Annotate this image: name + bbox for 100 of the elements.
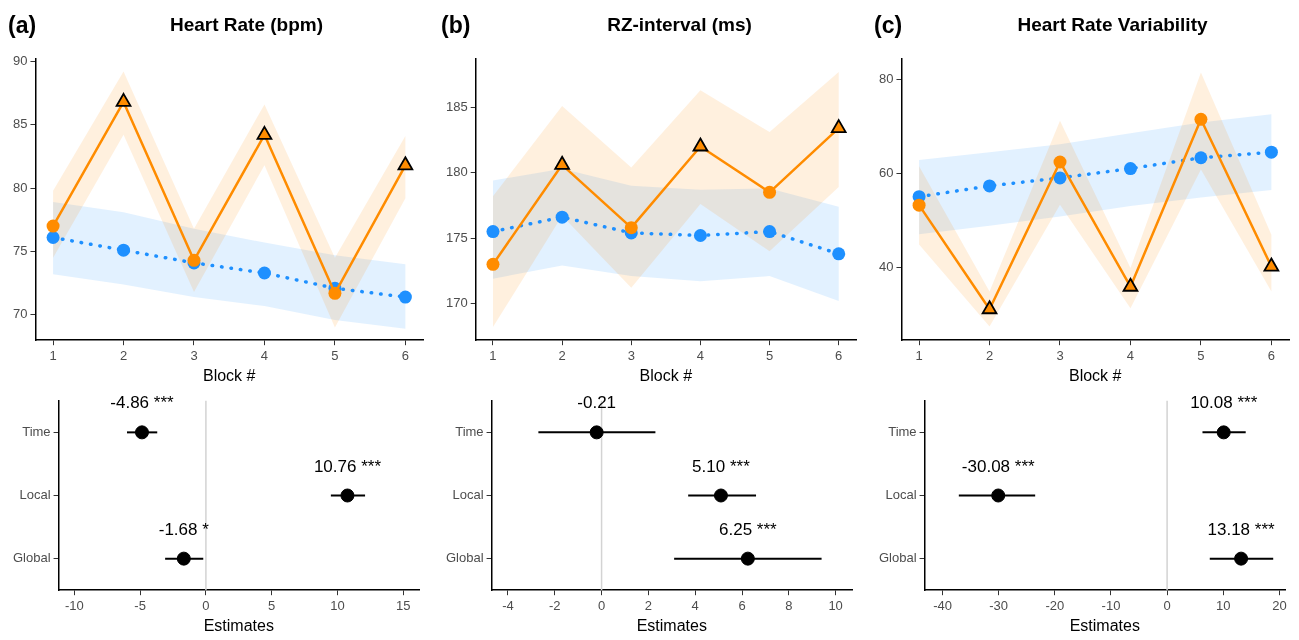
point bbox=[830, 119, 847, 134]
y-tick-label: Global bbox=[879, 550, 917, 566]
data-label: -0.21 bbox=[577, 393, 617, 413]
x-tick-label: 5 bbox=[268, 597, 276, 613]
x-tick-label: 0 bbox=[202, 597, 210, 613]
point bbox=[624, 221, 638, 235]
point bbox=[692, 137, 709, 152]
x-axis-title: Block # bbox=[1069, 366, 1122, 384]
x-axis-title: Block # bbox=[639, 366, 693, 384]
point bbox=[693, 228, 707, 242]
x-tick-label: -10 bbox=[1101, 597, 1121, 613]
point bbox=[1122, 277, 1139, 292]
x-tick-label: 20 bbox=[1272, 597, 1287, 613]
x-tick-label: 6 bbox=[1267, 347, 1275, 363]
x-tick-label: -20 bbox=[1045, 597, 1065, 613]
point bbox=[486, 225, 500, 239]
x-tick-label: 15 bbox=[395, 597, 411, 613]
y-tick-label: 40 bbox=[878, 259, 894, 275]
point bbox=[46, 231, 60, 245]
point bbox=[555, 210, 569, 224]
x-tick-label: 2 bbox=[558, 347, 566, 363]
x-tick-label: 8 bbox=[785, 597, 793, 613]
text: (b) bbox=[441, 12, 471, 39]
point bbox=[1194, 112, 1208, 126]
x-tick-label: -2 bbox=[548, 597, 561, 613]
point bbox=[328, 286, 342, 300]
x-tick-label: 3 bbox=[627, 347, 635, 363]
x-tick-label: 6 bbox=[835, 347, 843, 363]
data-label: 10.76 *** bbox=[313, 456, 382, 476]
x-tick-label: 10 bbox=[828, 597, 843, 613]
point bbox=[1264, 145, 1278, 159]
point bbox=[1053, 155, 1067, 169]
x-tick-label: 2 bbox=[644, 597, 652, 613]
y-tick-label: 180 bbox=[445, 164, 468, 180]
y-tick-label: 90 bbox=[12, 52, 28, 68]
data-label: 6.25 *** bbox=[719, 519, 778, 539]
point bbox=[398, 290, 412, 304]
x-tick-label: 6 bbox=[401, 347, 409, 363]
chart-title: RZ-interval (ms) bbox=[606, 14, 753, 36]
y-tick-label: 70 bbox=[12, 306, 28, 322]
data-label: -30.08 *** bbox=[961, 456, 1035, 476]
x-tick-label: -30 bbox=[989, 597, 1009, 613]
point bbox=[117, 243, 131, 257]
y-tick-label: 80 bbox=[878, 71, 894, 87]
x-axis-title: Estimates bbox=[636, 616, 707, 634]
point bbox=[486, 257, 500, 271]
data-label: -4.86 *** bbox=[110, 393, 175, 413]
point bbox=[397, 156, 414, 171]
x-tick-label: 1 bbox=[915, 347, 923, 363]
y-tick-label: Time bbox=[455, 423, 484, 439]
x-axis-title: Block # bbox=[203, 366, 256, 384]
x-tick-label: -40 bbox=[933, 597, 952, 613]
x-tick-label: 4 bbox=[691, 597, 699, 613]
y-tick-label: 185 bbox=[445, 98, 468, 114]
point bbox=[763, 225, 777, 239]
point bbox=[912, 198, 926, 212]
y-tick-label: Local bbox=[885, 487, 917, 503]
point bbox=[763, 185, 777, 199]
text: (c) bbox=[874, 12, 903, 39]
y-tick-label: 170 bbox=[445, 295, 468, 311]
chart-title: Heart Rate Variability bbox=[1016, 14, 1209, 36]
x-tick-label: 10 bbox=[1216, 597, 1231, 613]
y-tick-label: Local bbox=[19, 487, 51, 503]
point bbox=[257, 266, 271, 280]
point bbox=[115, 93, 132, 107]
x-tick-label: 2 bbox=[985, 347, 994, 363]
x-tick-label: 5 bbox=[331, 347, 339, 363]
text: (a) bbox=[8, 12, 37, 39]
point bbox=[256, 125, 273, 140]
x-tick-label: 1 bbox=[49, 347, 57, 363]
x-tick-label: 5 bbox=[765, 347, 774, 363]
x-axis-title: Estimates bbox=[1069, 616, 1140, 634]
data-label: 13.18 *** bbox=[1207, 519, 1276, 539]
y-tick-label: 85 bbox=[12, 116, 28, 132]
y-tick-label: Global bbox=[446, 550, 484, 566]
point bbox=[554, 155, 570, 170]
y-tick-label: 175 bbox=[445, 229, 468, 245]
point bbox=[46, 219, 60, 233]
y-tick-label: 75 bbox=[12, 243, 28, 259]
x-tick-label: 0 bbox=[597, 597, 606, 613]
data-label: 10.08 *** bbox=[1190, 393, 1258, 413]
x-tick-label: 4 bbox=[1126, 347, 1135, 363]
y-tick-label: Time bbox=[22, 423, 51, 439]
point bbox=[1194, 151, 1208, 165]
point bbox=[832, 247, 846, 261]
x-tick-label: 5 bbox=[1197, 347, 1205, 363]
x-axis-title: Estimates bbox=[203, 616, 274, 634]
x-tick-label: 10 bbox=[330, 597, 345, 613]
point bbox=[1053, 171, 1067, 185]
chart-title: Heart Rate (bpm) bbox=[168, 14, 325, 36]
x-tick-label: -5 bbox=[134, 597, 146, 613]
x-tick-label: 6 bbox=[738, 597, 746, 613]
point bbox=[981, 300, 998, 315]
x-tick-label: 4 bbox=[260, 347, 269, 363]
y-tick-label: Local bbox=[452, 487, 484, 503]
y-tick-label: Time bbox=[888, 423, 917, 439]
x-tick-label: -10 bbox=[64, 597, 84, 613]
x-tick-label: 0 bbox=[1163, 597, 1171, 613]
x-tick-label: -4 bbox=[502, 597, 514, 613]
point bbox=[983, 179, 997, 193]
